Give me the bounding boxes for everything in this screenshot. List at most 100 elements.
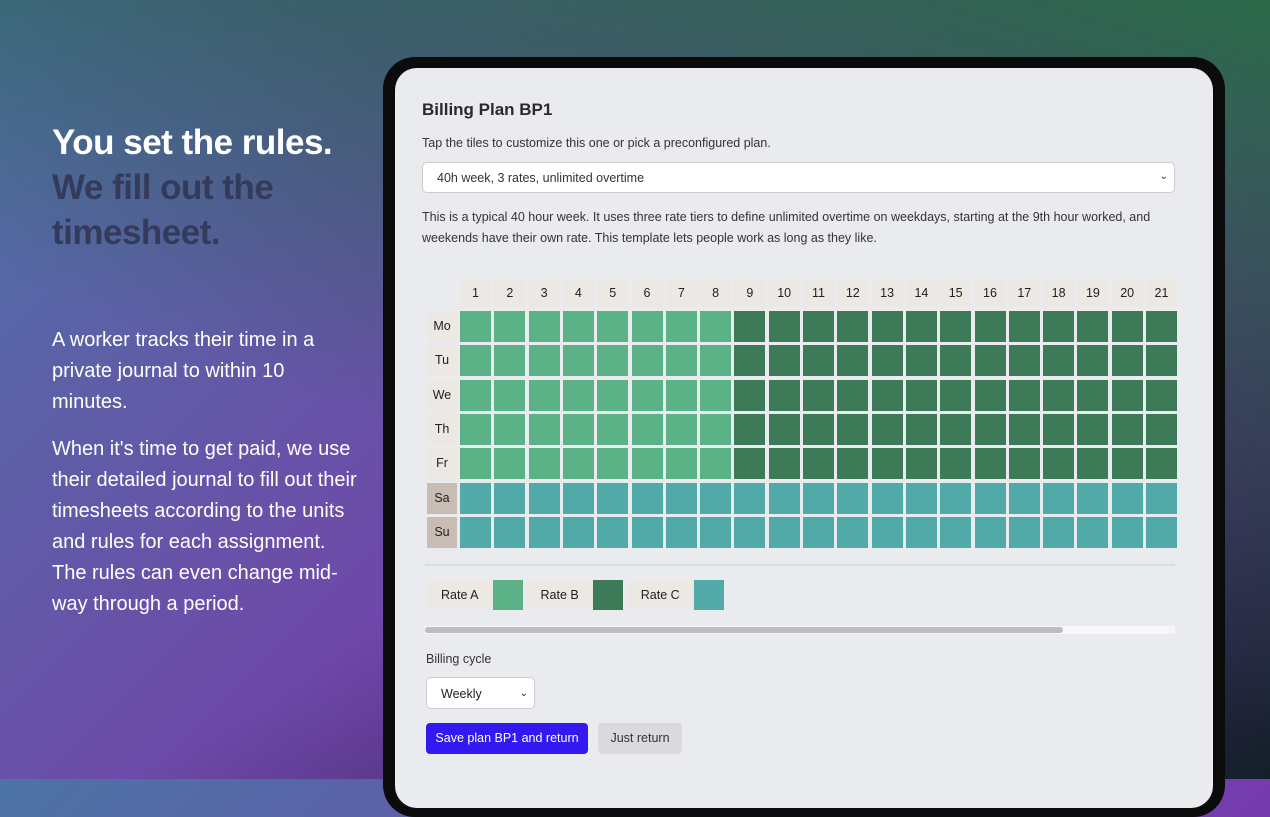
rate-tile[interactable] — [1077, 413, 1109, 445]
rate-tile[interactable] — [528, 311, 560, 342]
rate-tile[interactable] — [665, 516, 697, 548]
rate-tile[interactable] — [631, 448, 663, 480]
rate-tile[interactable] — [837, 311, 869, 342]
rate-tile[interactable] — [1043, 413, 1075, 445]
rate-tile[interactable] — [665, 448, 697, 480]
rate-swatch[interactable] — [592, 580, 623, 610]
rate-tile[interactable] — [1077, 345, 1109, 377]
rate-tile[interactable] — [734, 448, 766, 480]
rate-tile[interactable] — [734, 413, 766, 445]
rate-tile[interactable] — [837, 516, 869, 548]
rate-tile[interactable] — [1111, 311, 1143, 342]
rate-tile[interactable] — [700, 379, 732, 411]
rate-tile[interactable] — [528, 482, 560, 514]
rate-tile[interactable] — [494, 311, 526, 342]
rate-tile[interactable] — [905, 345, 937, 377]
rate-tile[interactable] — [1146, 311, 1177, 342]
rate-tile[interactable] — [871, 311, 903, 342]
rate-tile[interactable] — [1008, 311, 1040, 342]
rate-tile[interactable] — [1146, 516, 1177, 548]
billing-cycle-select[interactable]: Weekly ⌄ — [426, 677, 535, 709]
rate-tile[interactable] — [1146, 482, 1177, 514]
rate-tile[interactable] — [1043, 448, 1075, 480]
rate-tile[interactable] — [1008, 516, 1040, 548]
rate-tile[interactable] — [528, 413, 560, 445]
rate-tile[interactable] — [1111, 516, 1143, 548]
rate-tile[interactable] — [665, 345, 697, 377]
rate-tile[interactable] — [803, 311, 834, 342]
rate-tile[interactable] — [631, 345, 663, 377]
rate-tile[interactable] — [1008, 482, 1040, 514]
rate-tile[interactable] — [562, 311, 594, 342]
rate-tile[interactable] — [871, 379, 903, 411]
rate-tile[interactable] — [460, 345, 491, 377]
horizontal-scrollbar[interactable] — [425, 626, 1175, 634]
rate-tile[interactable] — [1111, 345, 1143, 377]
rate-tile[interactable] — [768, 516, 800, 548]
rate-tile[interactable] — [562, 379, 594, 411]
rate-tile[interactable] — [974, 379, 1006, 411]
rate-tile[interactable] — [940, 379, 972, 411]
rate-tile[interactable] — [494, 516, 526, 548]
rate-tile[interactable] — [940, 448, 972, 480]
rate-tile[interactable] — [1146, 448, 1177, 480]
rate-tile[interactable] — [494, 448, 526, 480]
rate-tile[interactable] — [597, 516, 629, 548]
rate-tile[interactable] — [837, 379, 869, 411]
rate-tile[interactable] — [905, 379, 937, 411]
rate-swatch[interactable] — [693, 580, 724, 610]
rate-tile[interactable] — [974, 413, 1006, 445]
rate-tile[interactable] — [1008, 345, 1040, 377]
rate-tile[interactable] — [871, 413, 903, 445]
rate-tile[interactable] — [803, 379, 834, 411]
rate-tile[interactable] — [905, 413, 937, 445]
rate-tile[interactable] — [460, 311, 491, 342]
rate-tile[interactable] — [974, 448, 1006, 480]
rate-tile[interactable] — [528, 345, 560, 377]
rate-tile[interactable] — [803, 448, 834, 480]
rate-tile[interactable] — [700, 448, 732, 480]
rate-tile[interactable] — [562, 345, 594, 377]
rate-tile[interactable] — [905, 311, 937, 342]
rate-tile[interactable] — [700, 516, 732, 548]
rate-tile[interactable] — [700, 413, 732, 445]
rate-tile[interactable] — [940, 516, 972, 548]
rate-tile[interactable] — [940, 413, 972, 445]
rate-tile[interactable] — [803, 345, 834, 377]
rate-tile[interactable] — [597, 379, 629, 411]
rate-tile[interactable] — [631, 379, 663, 411]
rate-tile[interactable] — [974, 311, 1006, 342]
rate-tile[interactable] — [871, 516, 903, 548]
rate-tile[interactable] — [631, 482, 663, 514]
rate-tile[interactable] — [1146, 379, 1177, 411]
rate-tile[interactable] — [734, 516, 766, 548]
rate-tile[interactable] — [1111, 482, 1143, 514]
rate-tile[interactable] — [768, 345, 800, 377]
rate-tile[interactable] — [562, 448, 594, 480]
rate-tile[interactable] — [871, 345, 903, 377]
preset-plan-select[interactable]: 40h week, 3 rates, unlimited overtime ⌄ — [422, 162, 1175, 193]
scrollbar-thumb[interactable] — [425, 627, 1063, 633]
rate-tile[interactable] — [734, 311, 766, 342]
rate-tile[interactable] — [1043, 482, 1075, 514]
just-return-button[interactable]: Just return — [598, 723, 682, 754]
rate-tile[interactable] — [460, 482, 491, 514]
rate-tile[interactable] — [768, 482, 800, 514]
rate-tile[interactable] — [1146, 413, 1177, 445]
rate-tile[interactable] — [837, 413, 869, 445]
rate-tile[interactable] — [905, 516, 937, 548]
rate-tile[interactable] — [871, 448, 903, 480]
rate-tile[interactable] — [803, 482, 834, 514]
rate-tile[interactable] — [1008, 379, 1040, 411]
rate-tile[interactable] — [631, 311, 663, 342]
rate-tile[interactable] — [665, 379, 697, 411]
rate-tile[interactable] — [665, 482, 697, 514]
rate-tile[interactable] — [1077, 516, 1109, 548]
rate-tile[interactable] — [905, 448, 937, 480]
rate-tile[interactable] — [494, 345, 526, 377]
rate-tile[interactable] — [700, 482, 732, 514]
rate-tile[interactable] — [494, 482, 526, 514]
rate-tile[interactable] — [974, 345, 1006, 377]
rate-tile[interactable] — [1077, 482, 1109, 514]
rate-tile[interactable] — [700, 345, 732, 377]
